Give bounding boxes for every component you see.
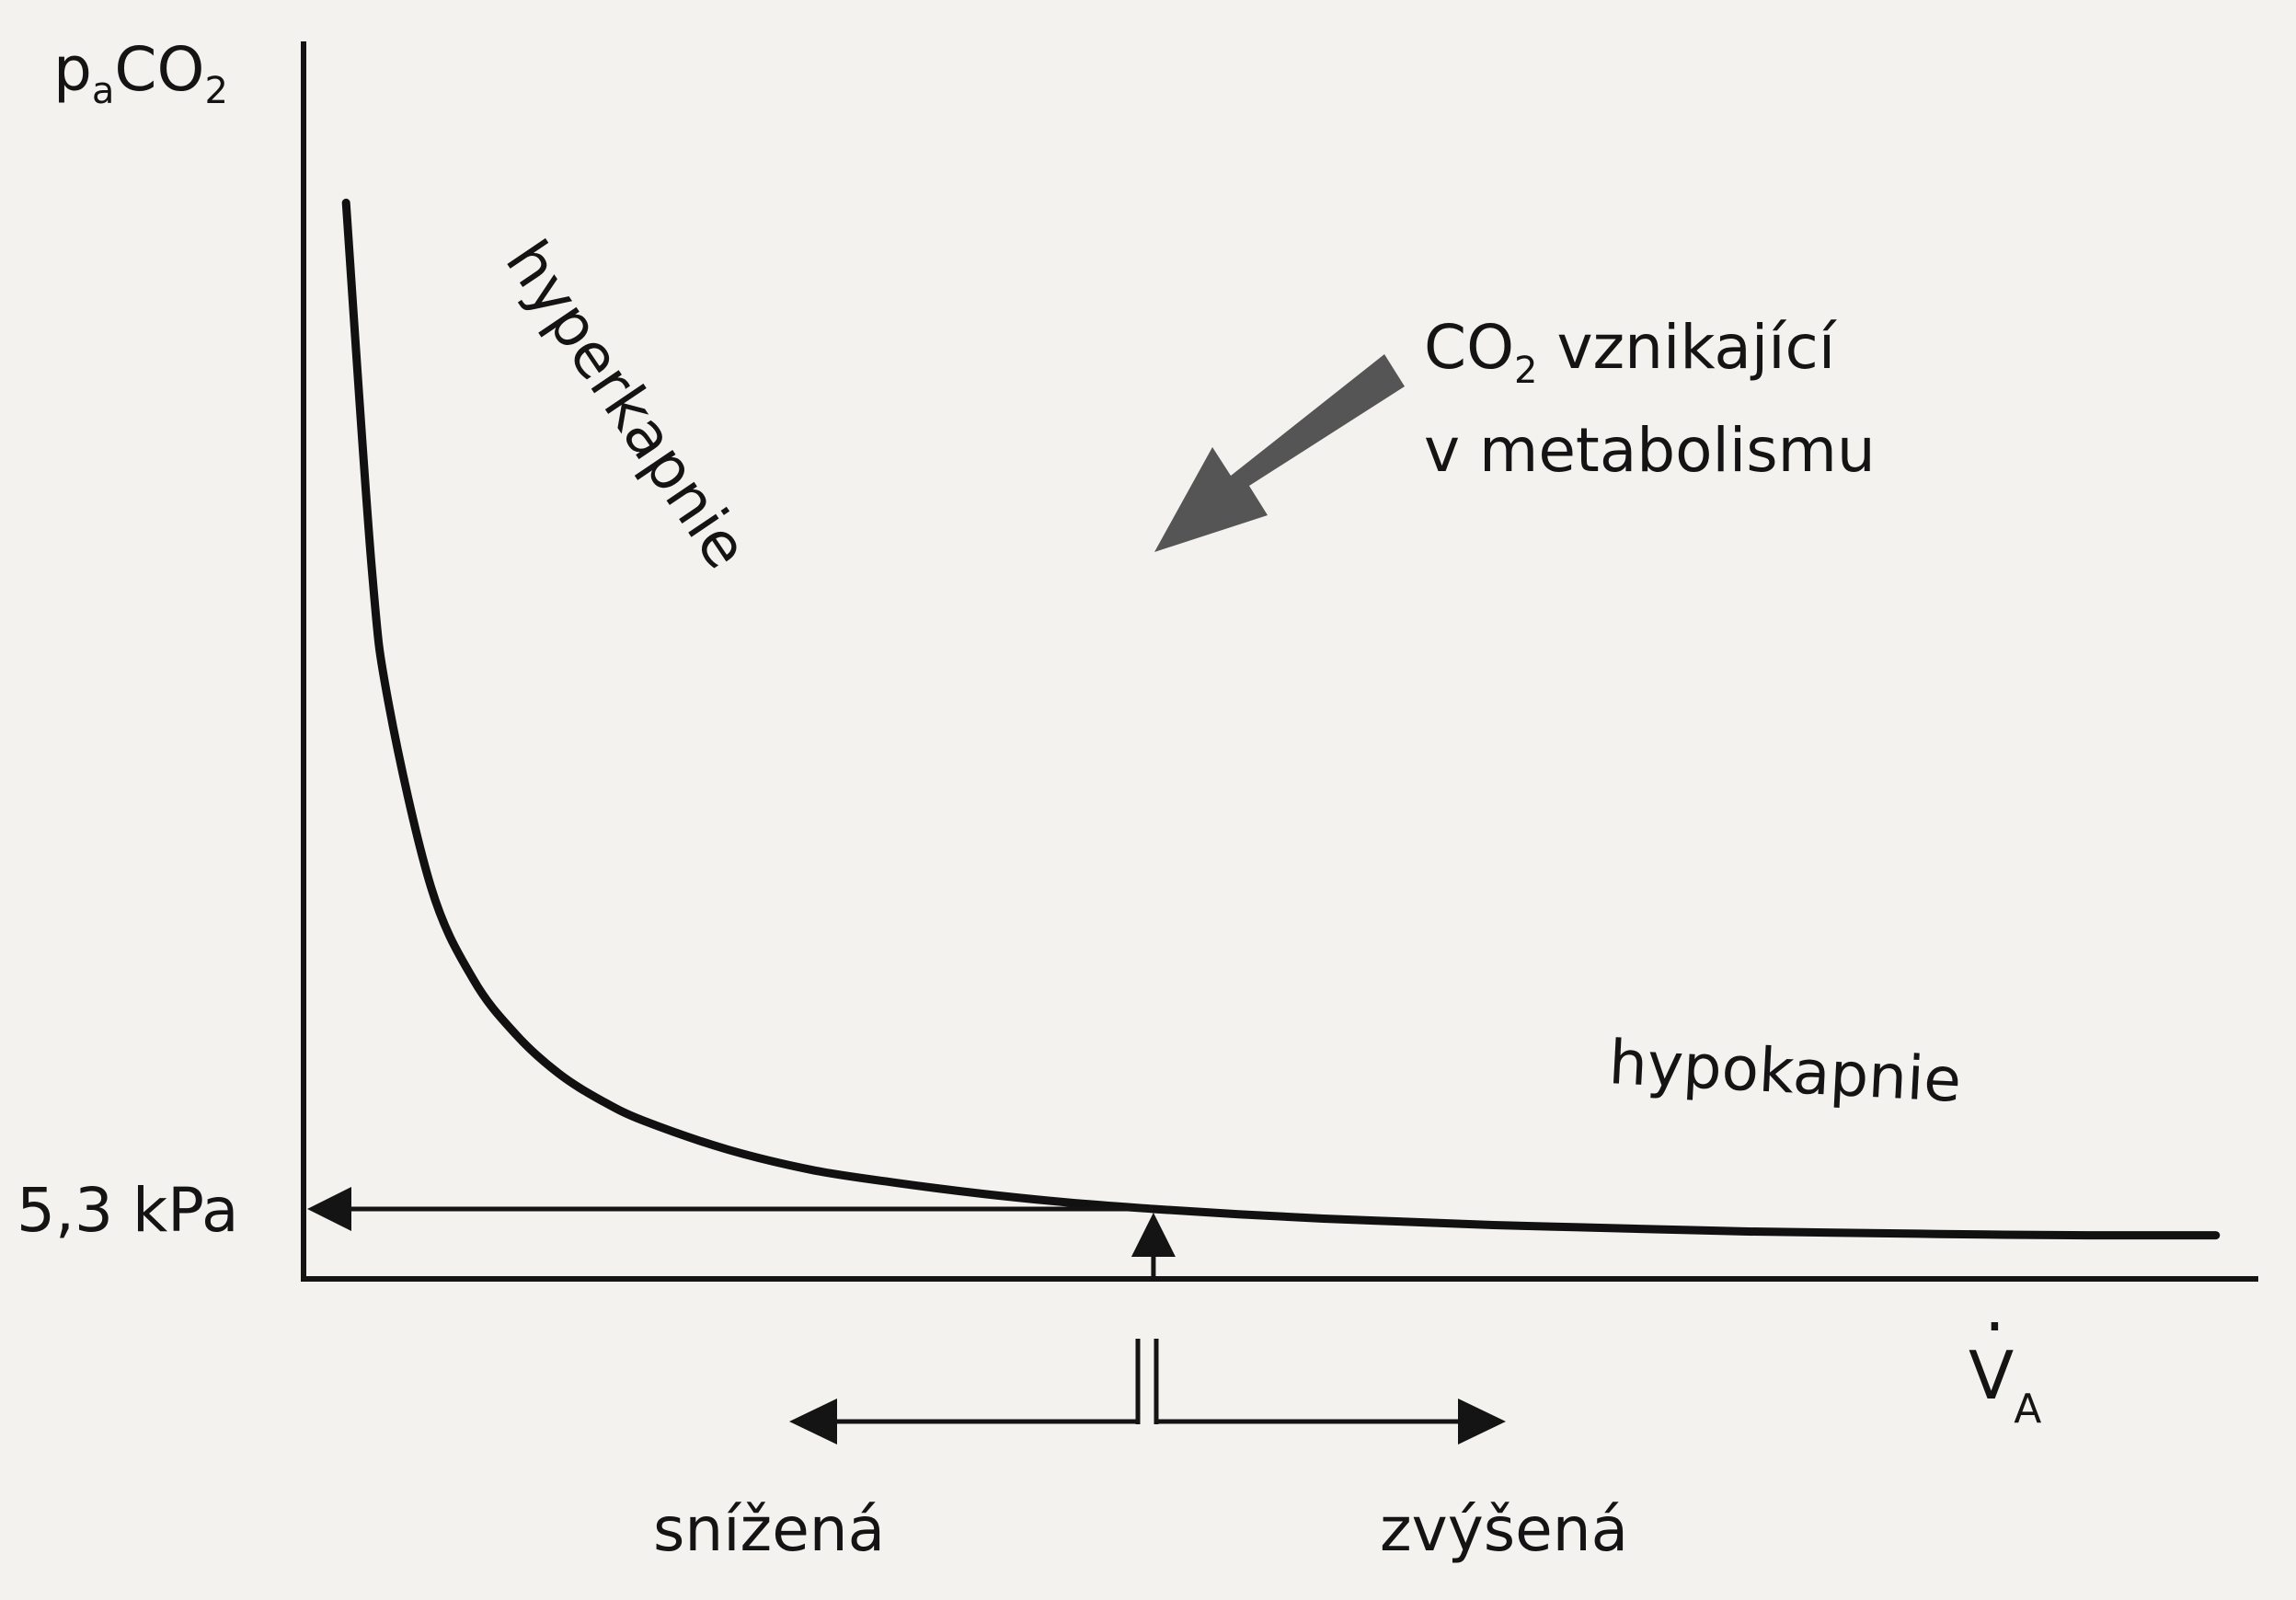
y-axis-label-sub-a: a bbox=[92, 70, 115, 112]
reference-vertical-arrowhead bbox=[1131, 1212, 1176, 1257]
co2-metabolism-label-line1: CO2 vznikající bbox=[1424, 312, 1838, 392]
x-axis-label-dot: . bbox=[1984, 1269, 2005, 1346]
increase-arrowhead bbox=[1458, 1399, 1506, 1445]
y-axis-label-sub-2: 2 bbox=[204, 70, 227, 112]
hypokapnie-label: hypokapnie bbox=[1607, 1027, 1963, 1116]
y-axis-label: paCO2 bbox=[53, 34, 228, 112]
pco2-curve bbox=[341, 198, 2221, 1240]
co2-label-sub-2: 2 bbox=[1514, 350, 1537, 392]
co2-metabolism-label-line2: v metabolismu bbox=[1424, 415, 1876, 486]
reference-horizontal-arrowhead bbox=[307, 1186, 351, 1231]
increase-label: zvýšená bbox=[1380, 1494, 1628, 1565]
y-axis-label-co: CO bbox=[114, 34, 204, 105]
co2-label-co: CO bbox=[1424, 312, 1514, 383]
reference-y-label: 5,3 kPa bbox=[17, 1175, 238, 1246]
decrease-label: snížená bbox=[653, 1494, 885, 1565]
x-axis-label-v: V bbox=[1969, 1337, 2014, 1414]
y-axis-label-p: p bbox=[53, 34, 92, 105]
co2-label-rest: vznikající bbox=[1538, 312, 1838, 383]
hyperkapnie-label: hyperkapnie bbox=[492, 228, 762, 581]
x-axis-label: VA bbox=[1969, 1337, 2041, 1433]
decrease-arrowhead bbox=[789, 1399, 837, 1445]
x-axis-label-sub-a: A bbox=[2014, 1386, 2041, 1433]
co2-input-arrow bbox=[1154, 354, 1405, 552]
